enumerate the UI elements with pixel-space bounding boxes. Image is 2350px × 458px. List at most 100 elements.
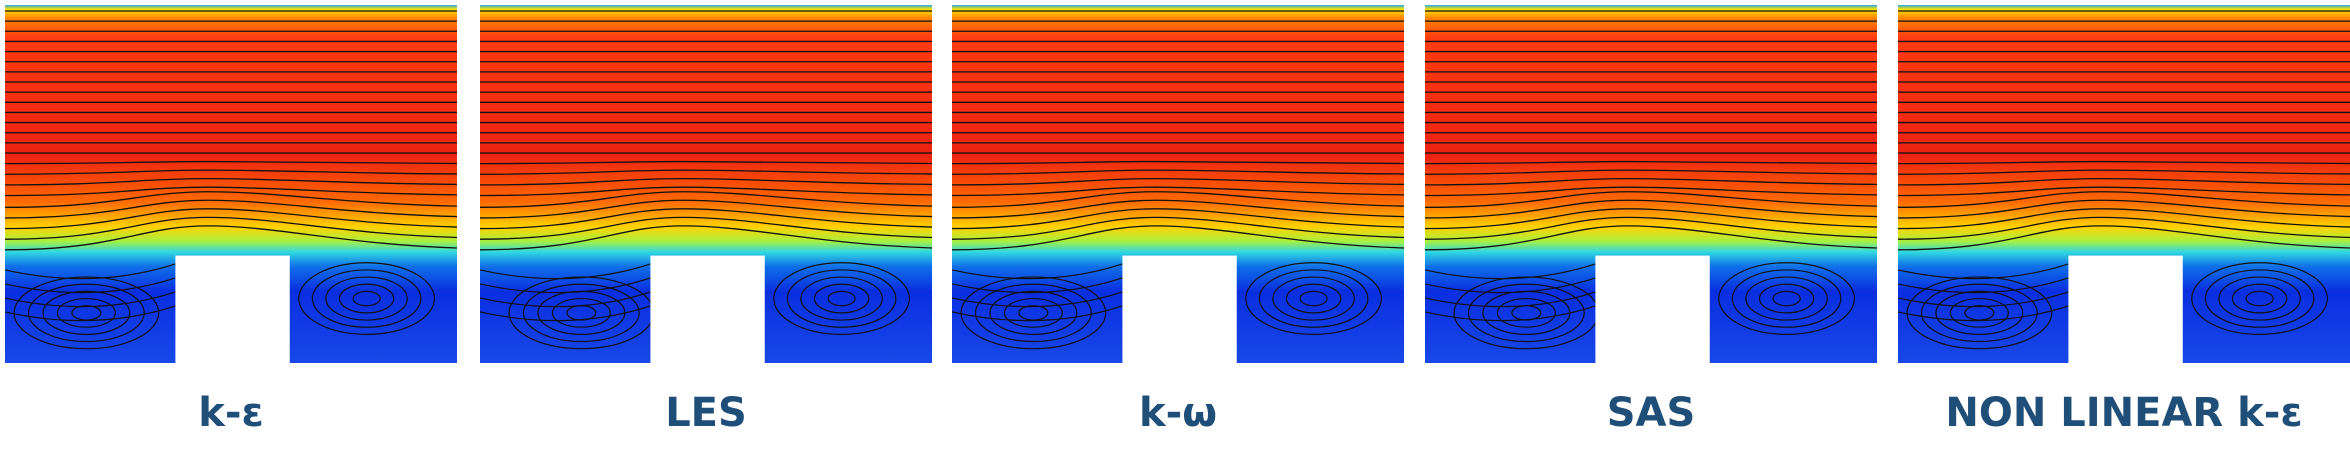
streamline xyxy=(479,277,651,294)
vortex-line xyxy=(2191,262,2329,335)
vortex-line xyxy=(1258,269,1369,328)
vortex-line xyxy=(1299,290,1328,307)
panel-label: SAS xyxy=(1607,390,1696,436)
streamline xyxy=(479,208,933,230)
streamline xyxy=(4,291,176,308)
panel: NON LINEAR k-ε xyxy=(1897,5,2350,436)
streamline xyxy=(479,199,933,219)
streamline xyxy=(4,305,176,322)
vortex-line xyxy=(1758,283,1815,314)
streamline xyxy=(951,291,1123,308)
obstacle xyxy=(175,255,290,363)
vortex-line xyxy=(352,290,381,307)
streamline xyxy=(1424,263,1596,280)
streamline xyxy=(1424,208,1878,230)
streamline xyxy=(479,169,933,175)
streamline xyxy=(951,191,1405,208)
streamline xyxy=(1424,160,1878,165)
panel-label: NON LINEAR k-ε xyxy=(1945,390,2302,436)
obstacle xyxy=(2068,255,2183,363)
vortex-line xyxy=(2231,283,2288,314)
panel: k-ε xyxy=(4,5,458,436)
vortex-line xyxy=(974,283,1092,343)
vortex-line xyxy=(325,276,408,321)
panel: LES xyxy=(479,5,933,436)
streamline xyxy=(4,208,458,230)
streamline xyxy=(4,225,458,251)
streamline xyxy=(1897,186,2350,197)
streamline xyxy=(479,177,933,186)
streamline xyxy=(951,177,1405,186)
streamline xyxy=(4,216,458,240)
streamline xyxy=(951,216,1405,240)
vortex-line xyxy=(1731,269,1842,328)
vortex-line xyxy=(800,276,883,321)
streamline xyxy=(1424,277,1596,294)
streamline xyxy=(951,169,1405,175)
streamline xyxy=(1897,277,2069,294)
panel-label: k-ε xyxy=(198,390,263,436)
vortex-line xyxy=(786,269,897,328)
streamline xyxy=(4,263,176,280)
streamline xyxy=(1424,225,1878,251)
obstacle xyxy=(650,255,765,363)
streamline xyxy=(4,160,458,165)
obstacle xyxy=(1122,255,1237,363)
vortex-line xyxy=(1772,290,1801,307)
vortex-line xyxy=(551,297,611,328)
vortex-line xyxy=(960,276,1107,350)
streamline xyxy=(1424,291,1596,308)
panel: SAS xyxy=(1424,5,1878,436)
streamline xyxy=(4,199,458,219)
streamline xyxy=(1897,216,2350,240)
vortex-line xyxy=(338,283,395,314)
streamline xyxy=(4,186,458,197)
streamline xyxy=(1424,305,1596,322)
streamline xyxy=(4,277,176,294)
vortex-line xyxy=(1718,262,1855,335)
vortex-line xyxy=(827,290,856,307)
vortex-line xyxy=(298,262,435,335)
vortex-line xyxy=(1745,276,1828,321)
panel-label: k-ω xyxy=(1139,390,1217,436)
streamline xyxy=(951,225,1405,251)
streamline xyxy=(1897,160,2350,165)
vortex-line xyxy=(989,290,1078,335)
streamline xyxy=(479,186,933,197)
vortex-line xyxy=(1496,297,1556,328)
streamline xyxy=(4,177,458,186)
vortex-line xyxy=(1935,290,2024,335)
panel: k-ω xyxy=(951,5,1405,436)
vortex-line xyxy=(1467,283,1585,343)
streamline xyxy=(1424,177,1878,186)
streamline xyxy=(951,186,1405,197)
streamline xyxy=(1897,305,2069,322)
streamline xyxy=(951,208,1405,230)
vortex-line xyxy=(813,283,870,314)
streamline xyxy=(1897,191,2350,208)
vortex-line xyxy=(1906,276,2053,350)
vortex-line xyxy=(1920,283,2038,343)
vortex-line xyxy=(1285,283,1342,314)
obstacle xyxy=(1595,255,1710,363)
vortex-line xyxy=(13,276,160,350)
vortex-line xyxy=(1949,297,2009,328)
vortex-line xyxy=(1272,276,1355,321)
streamline xyxy=(1897,263,2069,280)
streamline xyxy=(951,160,1405,165)
streamline xyxy=(479,305,651,322)
vortex-line xyxy=(773,262,910,335)
panel-label: LES xyxy=(665,390,747,436)
streamline xyxy=(1424,169,1878,175)
vortex-line xyxy=(1003,297,1063,328)
streamline xyxy=(4,169,458,175)
streamline xyxy=(1897,225,2350,251)
streamline xyxy=(479,160,933,165)
vortex-line xyxy=(27,283,145,343)
streamline xyxy=(951,305,1123,322)
streamline xyxy=(479,291,651,308)
streamline xyxy=(1897,169,2350,175)
streamline xyxy=(1897,199,2350,219)
streamline xyxy=(1897,291,2069,308)
